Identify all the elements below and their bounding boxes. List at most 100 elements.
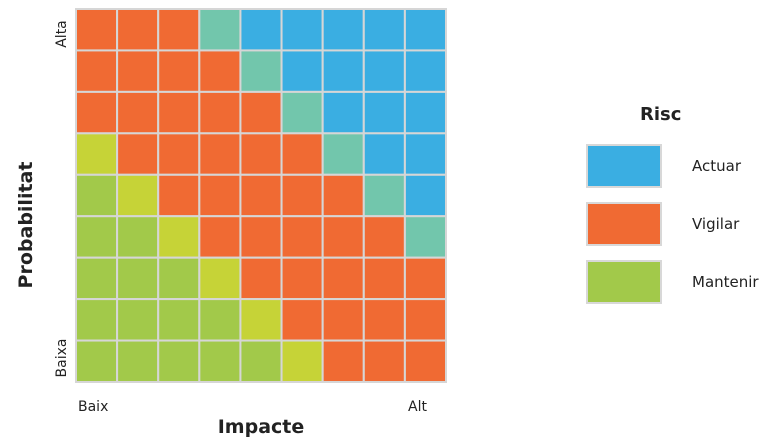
heatmap-cell-r8-c5 <box>239 298 283 342</box>
heatmap-cell-r3-c9 <box>403 90 448 135</box>
heatmap-cell-r3-c4 <box>198 90 242 135</box>
heatmap-cell-r5-c4 <box>198 173 242 218</box>
heatmap-cell-r6-c2 <box>116 215 160 259</box>
heatmap-cell-r5-c6 <box>280 173 324 218</box>
y-tick-top: Alta <box>52 14 72 54</box>
heatmap-cell-r7-c7 <box>321 256 365 301</box>
heatmap-cell-r2-c8 <box>362 49 406 93</box>
heatmap-cell-r8-c1 <box>75 298 119 342</box>
heatmap-cell-r9-c5 <box>239 339 283 383</box>
y-tick-bottom-text: Baixa <box>54 338 70 378</box>
heatmap-cell-r5-c5 <box>239 173 283 218</box>
heatmap-cell-r8-c2 <box>116 298 160 342</box>
x-axis-label: Impacte <box>217 416 305 438</box>
heatmap-cell-r4-c1 <box>75 132 119 176</box>
heatmap-cell-r9-c3 <box>157 339 201 383</box>
heatmap-cell-r5-c1 <box>75 173 119 218</box>
heatmap-cell-r1-c5 <box>239 8 283 52</box>
heatmap-cell-r9-c6 <box>280 339 324 383</box>
heatmap-cell-r9-c9 <box>403 339 448 383</box>
x-tick-right: Alt <box>408 399 427 415</box>
legend-item-mantenir: Mantenir <box>586 260 766 304</box>
heatmap-cell-r9-c1 <box>75 339 119 383</box>
heatmap-cell-r6-c3 <box>157 215 201 259</box>
heatmap-cell-r6-c4 <box>198 215 242 259</box>
heatmap-cell-r4-c2 <box>116 132 160 176</box>
heatmap-cell-r1-c4 <box>198 8 242 52</box>
heatmap-cell-r6-c1 <box>75 215 119 259</box>
heatmap-cell-r7-c1 <box>75 256 119 301</box>
heatmap-cell-r7-c9 <box>403 256 448 301</box>
heatmap-cell-r9-c2 <box>116 339 160 383</box>
heatmap-cell-r3-c5 <box>239 90 283 135</box>
heatmap-cell-r5-c2 <box>116 173 160 218</box>
heatmap-cell-r2-c4 <box>198 49 242 93</box>
heatmap-cell-r3-c8 <box>362 90 406 135</box>
heatmap-cell-r2-c9 <box>403 49 448 93</box>
legend-label-actuar: Actuar <box>692 157 741 175</box>
heatmap-cell-r6-c6 <box>280 215 324 259</box>
heatmap-cell-r8-c7 <box>321 298 365 342</box>
heatmap-cell-r5-c9 <box>403 173 448 218</box>
heatmap-cell-r7-c8 <box>362 256 406 301</box>
heatmap-cell-r7-c6 <box>280 256 324 301</box>
heatmap-cell-r2-c5 <box>239 49 283 93</box>
heatmap-cell-r8-c3 <box>157 298 201 342</box>
heatmap-cell-r6-c9 <box>403 215 448 259</box>
heatmap-cell-r6-c8 <box>362 215 406 259</box>
heatmap-cell-r9-c8 <box>362 339 406 383</box>
heatmap-cell-r1-c1 <box>75 8 119 52</box>
heatmap-cell-r3-c6 <box>280 90 324 135</box>
heatmap-cell-r7-c2 <box>116 256 160 301</box>
heatmap-cell-r7-c5 <box>239 256 283 301</box>
heatmap-cell-r9-c7 <box>321 339 365 383</box>
heatmap-cell-r7-c3 <box>157 256 201 301</box>
heatmap-cell-r3-c3 <box>157 90 201 135</box>
heatmap-cell-r4-c3 <box>157 132 201 176</box>
heatmap-cell-r5-c7 <box>321 173 365 218</box>
legend-swatch-vigilar <box>586 202 662 246</box>
heatmap-cell-r4-c4 <box>198 132 242 176</box>
heatmap-cell-r7-c4 <box>198 256 242 301</box>
legend-swatch-mantenir <box>586 260 662 304</box>
heatmap-cell-r6-c7 <box>321 215 365 259</box>
heatmap-cell-r4-c7 <box>321 132 365 176</box>
heatmap-grid <box>75 8 448 383</box>
heatmap-cell-r5-c3 <box>157 173 201 218</box>
heatmap-cell-r3-c7 <box>321 90 365 135</box>
heatmap-cell-r1-c9 <box>403 8 448 52</box>
legend-title: Risc <box>640 104 682 125</box>
legend-swatch-actuar <box>586 144 662 188</box>
y-axis-label: Probabilitat <box>6 162 46 289</box>
heatmap-cell-r1-c7 <box>321 8 365 52</box>
legend-item-vigilar: Vigilar <box>586 202 766 246</box>
heatmap-cell-r3-c1 <box>75 90 119 135</box>
y-axis-label-text: Probabilitat <box>15 161 37 289</box>
heatmap-cell-r8-c4 <box>198 298 242 342</box>
heatmap-cell-r1-c6 <box>280 8 324 52</box>
heatmap-cell-r2-c6 <box>280 49 324 93</box>
x-tick-left: Baix <box>78 399 109 415</box>
heatmap-cell-r4-c5 <box>239 132 283 176</box>
heatmap-cell-r2-c2 <box>116 49 160 93</box>
heatmap-cell-r2-c7 <box>321 49 365 93</box>
heatmap-cell-r6-c5 <box>239 215 283 259</box>
y-tick-top-text: Alta <box>54 20 70 48</box>
heatmap-cell-r1-c8 <box>362 8 406 52</box>
heatmap-cell-r1-c3 <box>157 8 201 52</box>
legend-item-actuar: Actuar <box>586 144 766 188</box>
legend-label-vigilar: Vigilar <box>692 215 740 233</box>
heatmap-cell-r4-c6 <box>280 132 324 176</box>
heatmap-cell-r5-c8 <box>362 173 406 218</box>
y-tick-bottom: Baixa <box>52 335 72 381</box>
heatmap-cell-r2-c1 <box>75 49 119 93</box>
heatmap-cell-r9-c4 <box>198 339 242 383</box>
heatmap-cell-r8-c8 <box>362 298 406 342</box>
heatmap-cell-r8-c9 <box>403 298 448 342</box>
heatmap-cell-r2-c3 <box>157 49 201 93</box>
heatmap-cell-r4-c9 <box>403 132 448 176</box>
heatmap-cell-r3-c2 <box>116 90 160 135</box>
heatmap-cell-r4-c8 <box>362 132 406 176</box>
heatmap-cell-r1-c2 <box>116 8 160 52</box>
